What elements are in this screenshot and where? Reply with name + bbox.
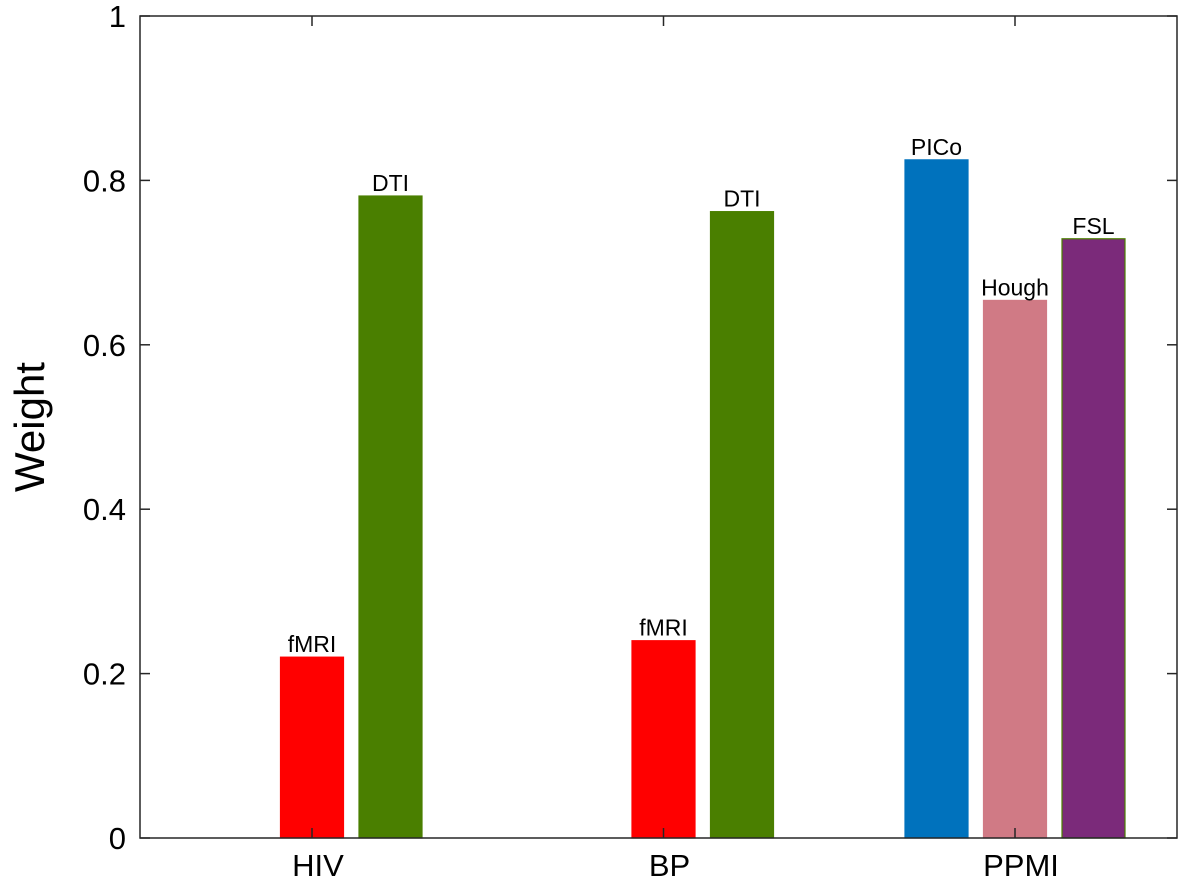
bar-data-label: PICo [911,134,962,160]
y-tick-label: 0.4 [83,492,126,527]
y-tick-label: 1 [109,0,126,34]
bar-bp-fmri [631,640,696,839]
bar-bp-dti [709,211,775,839]
y-tick-label: 0.6 [83,328,126,363]
y-tick-label: 0.8 [83,163,126,198]
y-tick-label: 0 [109,821,126,856]
y-axis: 0 0.2 0.4 0.6 0.8 1 [83,0,1177,856]
bar-ppmi-fsl [1061,238,1126,839]
x-tick-label: BP [649,848,690,880]
bar-data-label: FSL [1072,213,1114,239]
x-axis: HIV BP PPMI [292,16,1059,883]
bar-ppmi-pico [904,159,969,839]
x-tick-label: PPMI [983,848,1059,880]
y-tick-label: 0.2 [83,657,126,692]
bar-ppmi-hough [982,299,1048,839]
y-axis-label: Weight [6,362,53,492]
plot-frame [139,15,1178,839]
bar-data-label: fMRI [288,631,337,657]
bar-data-label: Hough [981,274,1049,300]
bar-hiv-dti [358,195,423,839]
x-tick-label: HIV [292,848,344,880]
bars-layer: fMRI DTI fMRI DTI PICo Hough FSL [279,134,1126,839]
bar-hiv-fmri [279,656,345,839]
bar-data-label: DTI [372,170,409,196]
bar-data-label: DTI [723,186,760,212]
bar-data-label: fMRI [639,615,688,641]
